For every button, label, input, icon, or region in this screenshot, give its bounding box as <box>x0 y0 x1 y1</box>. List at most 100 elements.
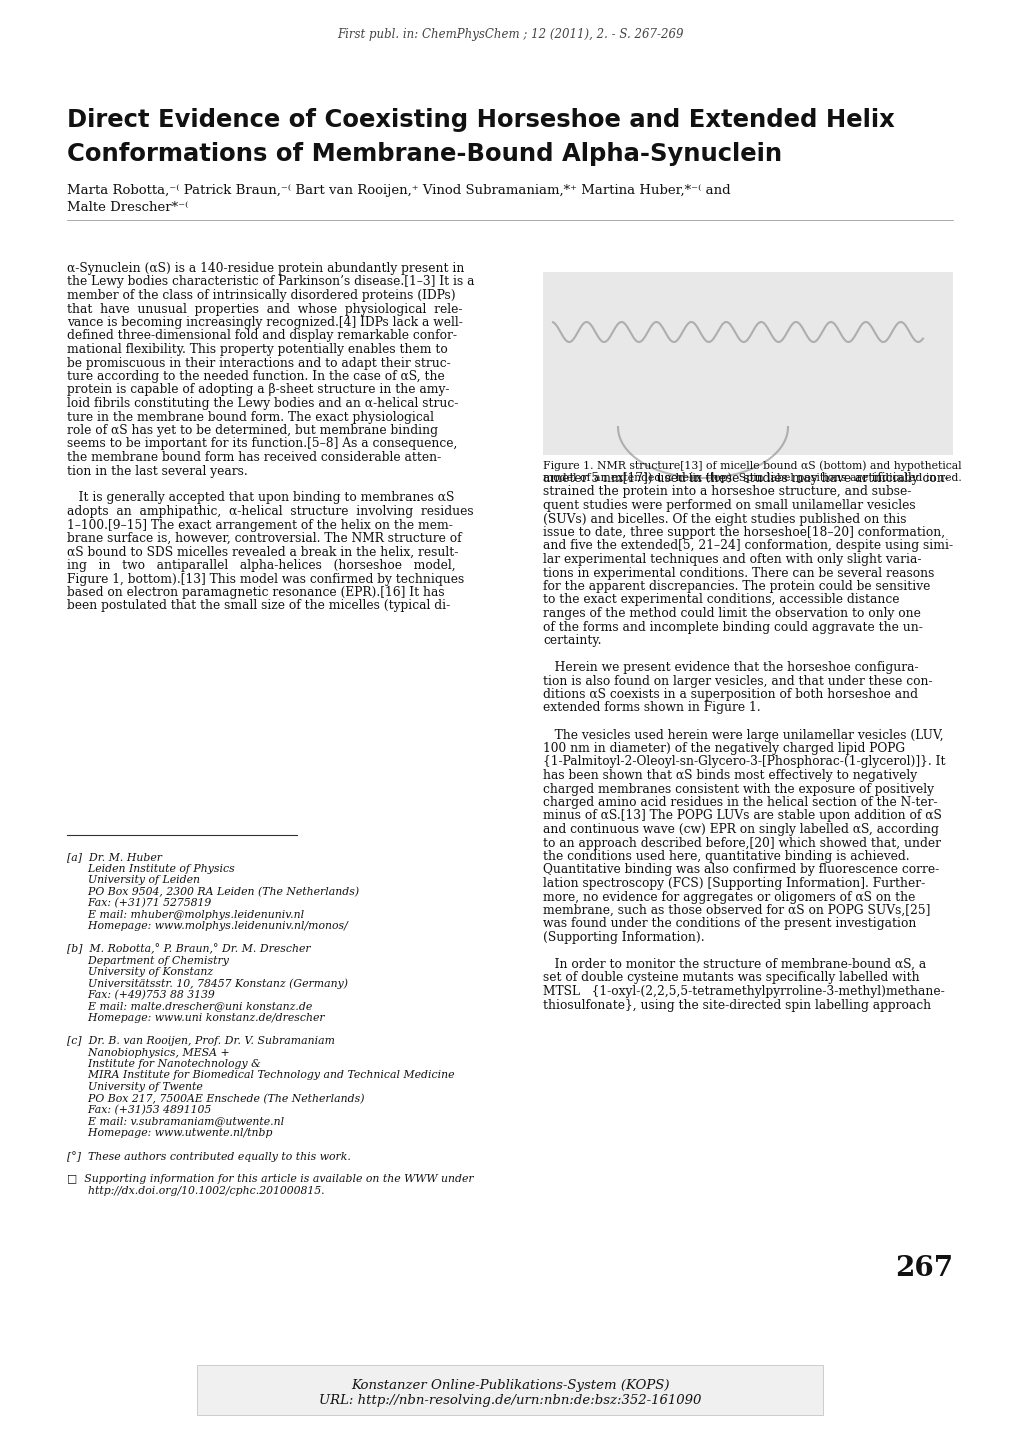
Text: model of an extended α helix (top). Spin label positions are indicated in red.: model of an extended α helix (top). Spin… <box>542 472 961 483</box>
Text: Direct Evidence of Coexisting Horseshoe and Extended Helix: Direct Evidence of Coexisting Horseshoe … <box>67 108 894 133</box>
Text: [°]  These authors contributed equally to this work.: [°] These authors contributed equally to… <box>67 1151 351 1162</box>
Text: αS bound to SDS micelles revealed a break in the helix, result-: αS bound to SDS micelles revealed a brea… <box>67 545 458 558</box>
Text: 100 nm in diameter) of the negatively charged lipid POPG: 100 nm in diameter) of the negatively ch… <box>542 743 904 756</box>
Text: α-Synuclein (αS) is a 140-residue protein abundantly present in: α-Synuclein (αS) is a 140-residue protei… <box>67 262 464 275</box>
Text: Homepage: www.molphys.leidenuniv.nl/monos/: Homepage: www.molphys.leidenuniv.nl/mono… <box>67 921 347 932</box>
Text: strained the protein into a horseshoe structure, and subse-: strained the protein into a horseshoe st… <box>542 486 911 499</box>
Text: University of Twente: University of Twente <box>67 1082 203 1092</box>
Bar <box>197 1366 822 1415</box>
Text: protein is capable of adopting a β-sheet structure in the amy-: protein is capable of adopting a β-sheet… <box>67 384 449 397</box>
Text: Figure 1, bottom).[13] This model was confirmed by techniques: Figure 1, bottom).[13] This model was co… <box>67 572 464 585</box>
Text: Quantitative binding was also confirmed by fluorescence corre-: Quantitative binding was also confirmed … <box>542 864 938 877</box>
Text: has been shown that αS binds most effectively to negatively: has been shown that αS binds most effect… <box>542 769 916 782</box>
Text: First publ. in: ChemPhysChem ; 12 (2011), 2. - S. 267-269: First publ. in: ChemPhysChem ; 12 (2011)… <box>336 27 683 40</box>
Text: In order to monitor the structure of membrane-bound αS, a: In order to monitor the structure of mem… <box>542 957 925 970</box>
Text: ranges of the method could limit the observation to only one: ranges of the method could limit the obs… <box>542 607 920 620</box>
Text: University of Leiden: University of Leiden <box>67 875 200 885</box>
Text: [c]  Dr. B. van Rooijen, Prof. Dr. V. Subramaniam: [c] Dr. B. van Rooijen, Prof. Dr. V. Sub… <box>67 1035 334 1045</box>
Text: It is generally accepted that upon binding to membranes αS: It is generally accepted that upon bindi… <box>67 492 453 505</box>
Text: □  Supporting information for this article is available on the WWW under: □ Supporting information for this articl… <box>67 1174 473 1184</box>
Text: quent studies were performed on small unilamellar vesicles: quent studies were performed on small un… <box>542 499 915 512</box>
Text: more, no evidence for aggregates or oligomers of αS on the: more, no evidence for aggregates or olig… <box>542 891 914 904</box>
Text: issue to date, three support the horseshoe[18–20] conformation,: issue to date, three support the horsesh… <box>542 526 945 539</box>
Text: and continuous wave (cw) EPR on singly labelled αS, according: and continuous wave (cw) EPR on singly l… <box>542 823 937 836</box>
Text: ditions αS coexists in a superposition of both horseshoe and: ditions αS coexists in a superposition o… <box>542 688 917 701</box>
Text: Homepage: www.utwente.nl/tnbp: Homepage: www.utwente.nl/tnbp <box>67 1128 272 1138</box>
Text: [b]  M. Robotta,° P. Braun,° Dr. M. Drescher: [b] M. Robotta,° P. Braun,° Dr. M. Dresc… <box>67 945 311 955</box>
Text: member of the class of intrinsically disordered proteins (IDPs): member of the class of intrinsically dis… <box>67 288 455 301</box>
Text: Malte Drescher*⁻⁽: Malte Drescher*⁻⁽ <box>67 200 189 213</box>
Text: defined three-dimensional fold and display remarkable confor-: defined three-dimensional fold and displ… <box>67 330 457 343</box>
Text: loid fibrils constituting the Lewy bodies and an α-helical struc-: loid fibrils constituting the Lewy bodie… <box>67 397 458 410</box>
Text: mational flexibility. This property potentially enables them to: mational flexibility. This property pote… <box>67 343 447 356</box>
Text: 267: 267 <box>894 1255 952 1282</box>
Text: Marta Robotta,⁻⁽ Patrick Braun,⁻⁽ Bart van Rooijen,⁺ Vinod Subramaniam,*⁺ Martin: Marta Robotta,⁻⁽ Patrick Braun,⁻⁽ Bart v… <box>67 185 730 198</box>
Text: Universitätsstr. 10, 78457 Konstanz (Germany): Universitätsstr. 10, 78457 Konstanz (Ger… <box>67 979 347 989</box>
Text: lar experimental techniques and often with only slight varia-: lar experimental techniques and often wi… <box>542 552 920 567</box>
Text: 1–100.[9–15] The exact arrangement of the helix on the mem-: 1–100.[9–15] The exact arrangement of th… <box>67 519 452 532</box>
Text: PO Box 9504, 2300 RA Leiden (The Netherlands): PO Box 9504, 2300 RA Leiden (The Netherl… <box>67 887 359 897</box>
Text: [a]  Dr. M. Huber: [a] Dr. M. Huber <box>67 852 162 862</box>
Text: MTSL   {1-oxyl-(2,2,5,5-tetramethylpyrroline-3-methyl)methane-: MTSL {1-oxyl-(2,2,5,5-tetramethylpyrroli… <box>542 985 944 998</box>
Text: charged amino acid residues in the helical section of the N-ter-: charged amino acid residues in the helic… <box>542 796 936 809</box>
Text: E mail: mhuber@molphys.leidenuniv.nl: E mail: mhuber@molphys.leidenuniv.nl <box>67 910 304 920</box>
Text: http://dx.doi.org/10.1002/cphc.201000815.: http://dx.doi.org/10.1002/cphc.201000815… <box>67 1185 324 1195</box>
Text: Fax: (+31)71 5275819: Fax: (+31)71 5275819 <box>67 898 211 908</box>
Text: thiosulfonate}, using the site-directed spin labelling approach: thiosulfonate}, using the site-directed … <box>542 998 930 1011</box>
Text: lation spectroscopy (FCS) [Supporting Information]. Further-: lation spectroscopy (FCS) [Supporting In… <box>542 877 924 890</box>
Text: The vesicles used herein were large unilamellar vesicles (LUV,: The vesicles used herein were large unil… <box>542 728 943 741</box>
Text: role of αS has yet to be determined, but membrane binding: role of αS has yet to be determined, but… <box>67 424 437 437</box>
Text: based on electron paramagnetic resonance (EPR).[16] It has: based on electron paramagnetic resonance… <box>67 585 444 598</box>
Text: that  have  unusual  properties  and  whose  physiological  rele-: that have unusual properties and whose p… <box>67 303 462 316</box>
Text: the conditions used here, quantitative binding is achieved.: the conditions used here, quantitative b… <box>542 849 909 862</box>
Text: adopts  an  amphipathic,  α-helical  structure  involving  residues: adopts an amphipathic, α-helical structu… <box>67 505 473 518</box>
Text: minus of αS.[13] The POPG LUVs are stable upon addition of αS: minus of αS.[13] The POPG LUVs are stabl… <box>542 809 941 822</box>
Text: brane surface is, however, controversial. The NMR structure of: brane surface is, however, controversial… <box>67 532 462 545</box>
Text: be promiscuous in their interactions and to adapt their struc-: be promiscuous in their interactions and… <box>67 356 450 369</box>
Text: for the apparent discrepancies. The protein could be sensitive: for the apparent discrepancies. The prot… <box>542 580 929 593</box>
Text: (Supporting Information).: (Supporting Information). <box>542 932 704 945</box>
Text: Conformations of Membrane-Bound Alpha-Synuclein: Conformations of Membrane-Bound Alpha-Sy… <box>67 141 782 166</box>
Text: PO Box 217, 7500AE Enschede (The Netherlands): PO Box 217, 7500AE Enschede (The Netherl… <box>67 1093 364 1103</box>
Text: tion is also found on larger vesicles, and that under these con-: tion is also found on larger vesicles, a… <box>542 675 931 688</box>
Text: Homepage: www.uni konstanz.de/drescher: Homepage: www.uni konstanz.de/drescher <box>67 1012 324 1022</box>
Text: URL: http://nbn-resolving.de/urn:nbn:de:bsz:352-161090: URL: http://nbn-resolving.de/urn:nbn:de:… <box>319 1394 700 1407</box>
Text: Fax: (+49)753 88 3139: Fax: (+49)753 88 3139 <box>67 991 215 1001</box>
Text: ameter 5 nm[17]) used in these studies may have artificially con-: ameter 5 nm[17]) used in these studies m… <box>542 472 948 485</box>
Text: tion in the last several years.: tion in the last several years. <box>67 464 248 477</box>
Text: Figure 1. NMR structure[13] of micelle bound αS (bottom) and hypothetical: Figure 1. NMR structure[13] of micelle b… <box>542 460 961 470</box>
Text: Leiden Institute of Physics: Leiden Institute of Physics <box>67 864 234 874</box>
Text: ture according to the needed function. In the case of αS, the: ture according to the needed function. I… <box>67 371 444 384</box>
Text: Institute for Nanotechnology &: Institute for Nanotechnology & <box>67 1058 261 1069</box>
Text: ture in the membrane bound form. The exact physiological: ture in the membrane bound form. The exa… <box>67 411 433 424</box>
Text: was found under the conditions of the present investigation: was found under the conditions of the pr… <box>542 917 915 930</box>
Text: Fax: (+31)53 4891105: Fax: (+31)53 4891105 <box>67 1105 211 1115</box>
Text: ing   in   two   antiparallel   alpha-helices   (horseshoe   model,: ing in two antiparallel alpha-helices (h… <box>67 559 455 572</box>
Text: E mail: v.subramaniam@utwente.nl: E mail: v.subramaniam@utwente.nl <box>67 1116 284 1126</box>
Text: University of Konstanz: University of Konstanz <box>67 968 213 978</box>
Text: set of double cysteine mutants was specifically labelled with: set of double cysteine mutants was speci… <box>542 972 919 985</box>
Text: (SUVs) and bicelles. Of the eight studies published on this: (SUVs) and bicelles. Of the eight studie… <box>542 512 906 525</box>
Text: of the forms and incomplete binding could aggravate the un-: of the forms and incomplete binding coul… <box>542 620 922 633</box>
Text: the membrane bound form has received considerable atten-: the membrane bound form has received con… <box>67 451 441 464</box>
Text: Nanobiophysics, MESA +: Nanobiophysics, MESA + <box>67 1047 229 1057</box>
Text: charged membranes consistent with the exposure of positively: charged membranes consistent with the ex… <box>542 783 933 796</box>
Text: tions in experimental conditions. There can be several reasons: tions in experimental conditions. There … <box>542 567 933 580</box>
Text: vance is becoming increasingly recognized.[4] IDPs lack a well-: vance is becoming increasingly recognize… <box>67 316 463 329</box>
Text: {1-Palmitoyl-2-Oleoyl-sn-Glycero-3-[Phosphorac-(1-glycerol)]}. It: {1-Palmitoyl-2-Oleoyl-sn-Glycero-3-[Phos… <box>542 756 945 769</box>
Text: Herein we present evidence that the horseshoe configura-: Herein we present evidence that the hors… <box>542 660 918 673</box>
Text: Department of Chemistry: Department of Chemistry <box>67 956 228 966</box>
Text: and five the extended[5, 21–24] conformation, despite using simi-: and five the extended[5, 21–24] conforma… <box>542 539 952 552</box>
Text: extended forms shown in Figure 1.: extended forms shown in Figure 1. <box>542 701 760 714</box>
Text: to an approach described before,[20] which showed that, under: to an approach described before,[20] whi… <box>542 836 941 849</box>
Text: to the exact experimental conditions, accessible distance: to the exact experimental conditions, ac… <box>542 594 899 607</box>
Text: Konstanzer Online-Publikations-System (KOPS): Konstanzer Online-Publikations-System (K… <box>351 1379 668 1392</box>
Text: certainty.: certainty. <box>542 634 601 647</box>
Text: the Lewy bodies characteristic of Parkinson’s disease.[1–3] It is a: the Lewy bodies characteristic of Parkin… <box>67 275 474 288</box>
Text: membrane, such as those observed for αS on POPG SUVs,[25]: membrane, such as those observed for αS … <box>542 904 929 917</box>
Text: been postulated that the small size of the micelles (typical di-: been postulated that the small size of t… <box>67 600 449 613</box>
Text: E mail: malte.drescher@uni konstanz.de: E mail: malte.drescher@uni konstanz.de <box>67 1002 312 1011</box>
Text: seems to be important for its function.[5–8] As a consequence,: seems to be important for its function.[… <box>67 437 457 450</box>
Text: MIRA Institute for Biomedical Technology and Technical Medicine: MIRA Institute for Biomedical Technology… <box>67 1070 454 1080</box>
Bar <box>542 273 952 456</box>
